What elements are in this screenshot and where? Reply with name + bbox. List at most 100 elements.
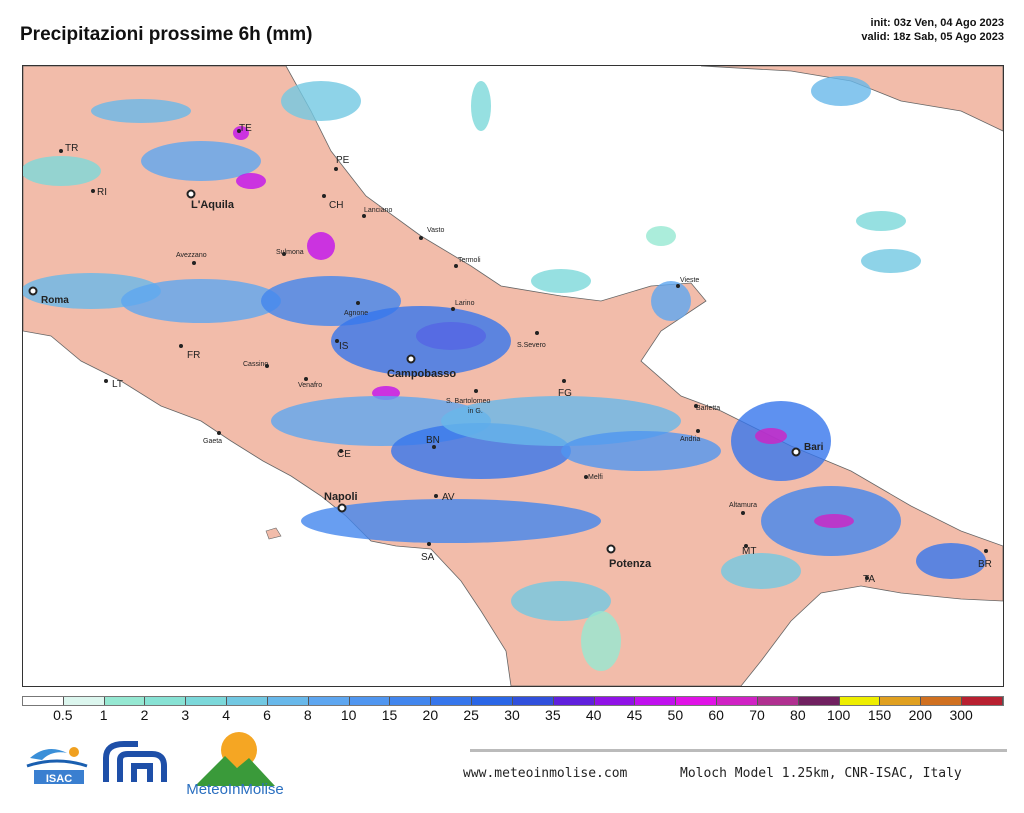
meteoinmolise-logo: MeteoInMolise — [186, 732, 284, 798]
colorbar-cell — [594, 697, 636, 705]
city-marker — [59, 149, 63, 153]
city-label: Lanciano — [364, 207, 393, 214]
rain-cell — [856, 211, 906, 231]
city-label: Avezzano — [176, 252, 207, 259]
city-label: Agnone — [344, 310, 368, 317]
colorbar-cell — [349, 697, 391, 705]
colorbar-cell — [757, 697, 799, 705]
city-label: TE — [239, 123, 252, 134]
colorbar-label: 100 — [826, 707, 851, 723]
colorbar-cell — [880, 697, 922, 705]
city-marker — [356, 301, 360, 305]
colorbar-label: 3 — [181, 707, 190, 723]
city-marker — [434, 494, 438, 498]
colorbar-cell — [553, 697, 595, 705]
city-label: Cassino — [243, 361, 268, 368]
city-marker — [179, 344, 183, 348]
city-label: LT — [112, 379, 123, 390]
city-marker — [744, 544, 748, 548]
city-label: RI — [97, 187, 107, 198]
city-label: in G. — [468, 408, 483, 415]
rain-cell — [511, 581, 611, 621]
city-marker — [304, 377, 308, 381]
colorbar-cell — [676, 697, 718, 705]
city-marker — [454, 264, 458, 268]
city-label: Bari — [804, 442, 824, 453]
colorbar-label: 25 — [463, 707, 479, 723]
rain-cell — [811, 76, 871, 106]
rain-cell — [755, 428, 787, 444]
colorbar-label: 15 — [381, 707, 398, 723]
colorbar-cell — [104, 697, 146, 705]
city-marker — [419, 236, 423, 240]
city-marker — [432, 445, 436, 449]
rain-cell — [141, 141, 261, 181]
city-label: Melfi — [588, 474, 603, 481]
rain-cell — [814, 514, 854, 528]
rain-cell — [91, 99, 191, 123]
city-marker — [339, 449, 343, 453]
svg-text:MeteoInMolise: MeteoInMolise — [186, 781, 284, 798]
city-label: Andria — [680, 436, 700, 443]
isac-logo: ISAC — [22, 738, 92, 786]
colorbar-cell — [390, 697, 432, 705]
colorbar-label: 10 — [340, 707, 357, 723]
city-marker — [337, 503, 347, 513]
colorbar-label: 60 — [708, 707, 724, 723]
rain-cell — [281, 81, 361, 121]
rain-cell — [651, 281, 691, 321]
city-label: Roma — [41, 295, 69, 306]
rain-cell — [531, 269, 591, 293]
city-marker — [334, 167, 338, 171]
city-marker — [362, 214, 366, 218]
city-marker — [865, 576, 869, 580]
colorbar-cell — [717, 697, 758, 705]
city-marker — [676, 284, 680, 288]
init-time: init: 03z Ven, 04 Ago 2023 — [870, 17, 1004, 29]
colorbar-cell — [186, 697, 228, 705]
rain-cell — [471, 81, 491, 131]
city-marker — [451, 307, 455, 311]
city-marker — [696, 429, 700, 433]
city-marker — [535, 331, 539, 335]
colorbar-label: 4 — [222, 707, 231, 723]
rain-cell — [646, 226, 676, 246]
colorbar-cell — [267, 697, 309, 705]
capri-island — [265, 527, 282, 540]
city-marker — [186, 189, 196, 199]
city-label: Sulmona — [276, 249, 304, 256]
city-marker — [282, 252, 286, 256]
colorbar-label: 2 — [140, 707, 149, 723]
svg-text:ISAC: ISAC — [46, 773, 72, 785]
colorbar-label: 8 — [303, 707, 312, 723]
colorbar-cell — [431, 697, 473, 705]
chart-title: Precipitazioni prossime 6h (mm) — [20, 24, 313, 45]
city-marker — [237, 129, 241, 133]
website-link[interactable]: www.meteoinmolise.com — [463, 766, 628, 781]
colorbar-cell — [798, 697, 840, 705]
city-label: TR — [65, 143, 78, 154]
colorbar-cell — [145, 697, 187, 705]
city-marker — [28, 286, 38, 296]
city-marker — [335, 339, 339, 343]
rain-cells — [23, 76, 986, 671]
colorbar-labels: 0.5 1 2 3 4 6 8 10 15 20 25 30 35 40 45 50 60 70 80 100 150 2… — [22, 707, 1002, 723]
city-marker — [562, 379, 566, 383]
colorbar-cell — [472, 697, 513, 705]
colorbar-cell — [635, 697, 677, 705]
city-label: Barletta — [696, 405, 720, 412]
colorbar-label: 150 — [867, 707, 892, 723]
rain-cell — [233, 126, 249, 140]
rain-cell — [23, 156, 101, 186]
city-label: Vasto — [427, 227, 444, 234]
city-label: Napoli — [324, 491, 358, 503]
colorbar — [22, 696, 1004, 706]
colorbar-label: 45 — [626, 707, 643, 723]
rain-cell — [721, 553, 801, 589]
colorbar-cell — [23, 697, 64, 705]
rain-cell — [121, 279, 281, 323]
city-marker — [984, 549, 988, 553]
valid-time: valid: 18z Sab, 05 Ago 2023 — [861, 31, 1004, 43]
city-label: Venafro — [298, 382, 322, 389]
colorbar-label: 0.5 — [53, 707, 73, 723]
